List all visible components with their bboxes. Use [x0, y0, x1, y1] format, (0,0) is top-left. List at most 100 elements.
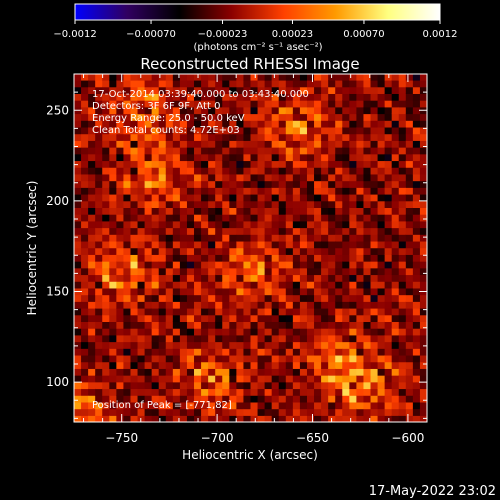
heatmap-cell [335, 220, 343, 229]
heatmap-cell [419, 74, 427, 81]
heatmap-cell [74, 247, 82, 255]
heatmap-cell [328, 106, 336, 115]
heatmap-cell [321, 126, 329, 135]
heatmap-cell [194, 200, 202, 208]
heatmap-cell [201, 287, 209, 296]
heatmap-cell [419, 408, 427, 416]
heatmap-cell [278, 227, 287, 235]
heatmap-cell [165, 234, 174, 242]
heatmap-cell [370, 254, 379, 262]
heatmap-cell [137, 167, 146, 175]
heatmap-cell [165, 287, 174, 296]
heatmap-cell [95, 408, 103, 416]
heatmap-cell [285, 287, 294, 296]
heatmap-cell [342, 140, 350, 148]
heatmap-cell [158, 281, 167, 289]
heatmap-cell [356, 381, 365, 390]
heatmap-cell [363, 408, 372, 416]
heatmap-cell [81, 133, 89, 141]
heatmap-cell [314, 160, 322, 168]
heatmap-cell [299, 294, 308, 302]
heatmap-cell [130, 328, 139, 336]
heatmap-cell [398, 247, 407, 255]
heatmap-cell [123, 267, 132, 276]
heatmap-cell [405, 301, 414, 309]
heatmap-cell [398, 287, 407, 296]
heatmap-cell [130, 147, 139, 155]
heatmap-cell [74, 234, 82, 242]
heatmap-cell [419, 207, 427, 215]
heatmap-cell [172, 167, 181, 175]
heatmap-cell [137, 74, 146, 81]
heatmap-cell [250, 214, 259, 222]
heatmap-cell [208, 294, 216, 302]
heatmap-cell [130, 341, 139, 349]
heatmap-cell [88, 301, 96, 309]
heatmap-cell [342, 254, 350, 262]
heatmap-cell [257, 93, 266, 101]
heatmap-cell [419, 281, 427, 289]
heatmap-cell [356, 408, 365, 416]
heatmap-cell [419, 254, 427, 262]
heatmap-cell [299, 368, 308, 376]
heatmap-cell [123, 274, 132, 282]
heatmap-cell [342, 247, 350, 255]
heatmap-cell [285, 395, 294, 403]
heatmap-cell [201, 395, 209, 403]
heatmap-cell [342, 173, 350, 182]
heatmap-cell [328, 79, 336, 88]
heatmap-cell [158, 314, 167, 323]
heatmap-cell [292, 401, 301, 410]
heatmap-cell [151, 408, 160, 416]
heatmap-cell [229, 113, 237, 121]
heatmap-cell [116, 321, 125, 329]
heatmap-cell [342, 314, 350, 323]
heatmap-cell [236, 287, 245, 296]
heatmap-cell [278, 301, 287, 309]
heatmap-cell [278, 348, 287, 356]
heatmap-cell [201, 227, 209, 235]
heatmap-cell [356, 321, 365, 329]
heatmap-cell [88, 140, 96, 148]
heatmap-cell [88, 401, 96, 410]
heatmap-cell [130, 247, 139, 255]
heatmap-cell [74, 214, 82, 222]
heatmap-cell [349, 301, 357, 309]
heatmap-cell [412, 388, 421, 396]
heatmap-cell [292, 341, 301, 349]
heatmap-cell [144, 140, 153, 148]
heatmap-cell [243, 381, 252, 390]
heatmap-cell [321, 113, 329, 121]
heatmap-cell [95, 74, 103, 81]
heatmap-cell [370, 287, 379, 296]
heatmap-cell [116, 227, 125, 235]
heatmap-cell [391, 167, 400, 175]
heatmap-cell [102, 200, 110, 208]
heatmap-cell [137, 100, 146, 108]
heatmap-cell [158, 220, 167, 229]
heatmap-cell [335, 395, 343, 403]
heatmap-cell [314, 126, 322, 135]
heatmap-cell [137, 147, 146, 155]
heatmap-cell [271, 227, 280, 235]
heatmap-cell [377, 200, 386, 208]
heatmap-cell [88, 160, 96, 168]
heatmap-cell [356, 173, 365, 182]
heatmap-cell [151, 79, 160, 88]
heatmap-cell [292, 254, 301, 262]
heatmap-cell [165, 133, 174, 141]
heatmap-cell [292, 106, 301, 115]
heatmap-cell [172, 254, 181, 262]
heatmap-cell [306, 126, 315, 135]
heatmap-cell [95, 395, 103, 403]
heatmap-cell [222, 227, 230, 235]
heatmap-cell [391, 240, 400, 249]
heatmap-cell [363, 368, 372, 376]
heatmap-cell [172, 79, 181, 88]
heatmap-cell [335, 381, 343, 390]
heatmap-cell [222, 79, 230, 88]
heatmap-cell [321, 415, 329, 422]
heatmap-cell [257, 207, 266, 215]
heatmap-cell [123, 140, 132, 148]
heatmap-cell [377, 187, 386, 195]
